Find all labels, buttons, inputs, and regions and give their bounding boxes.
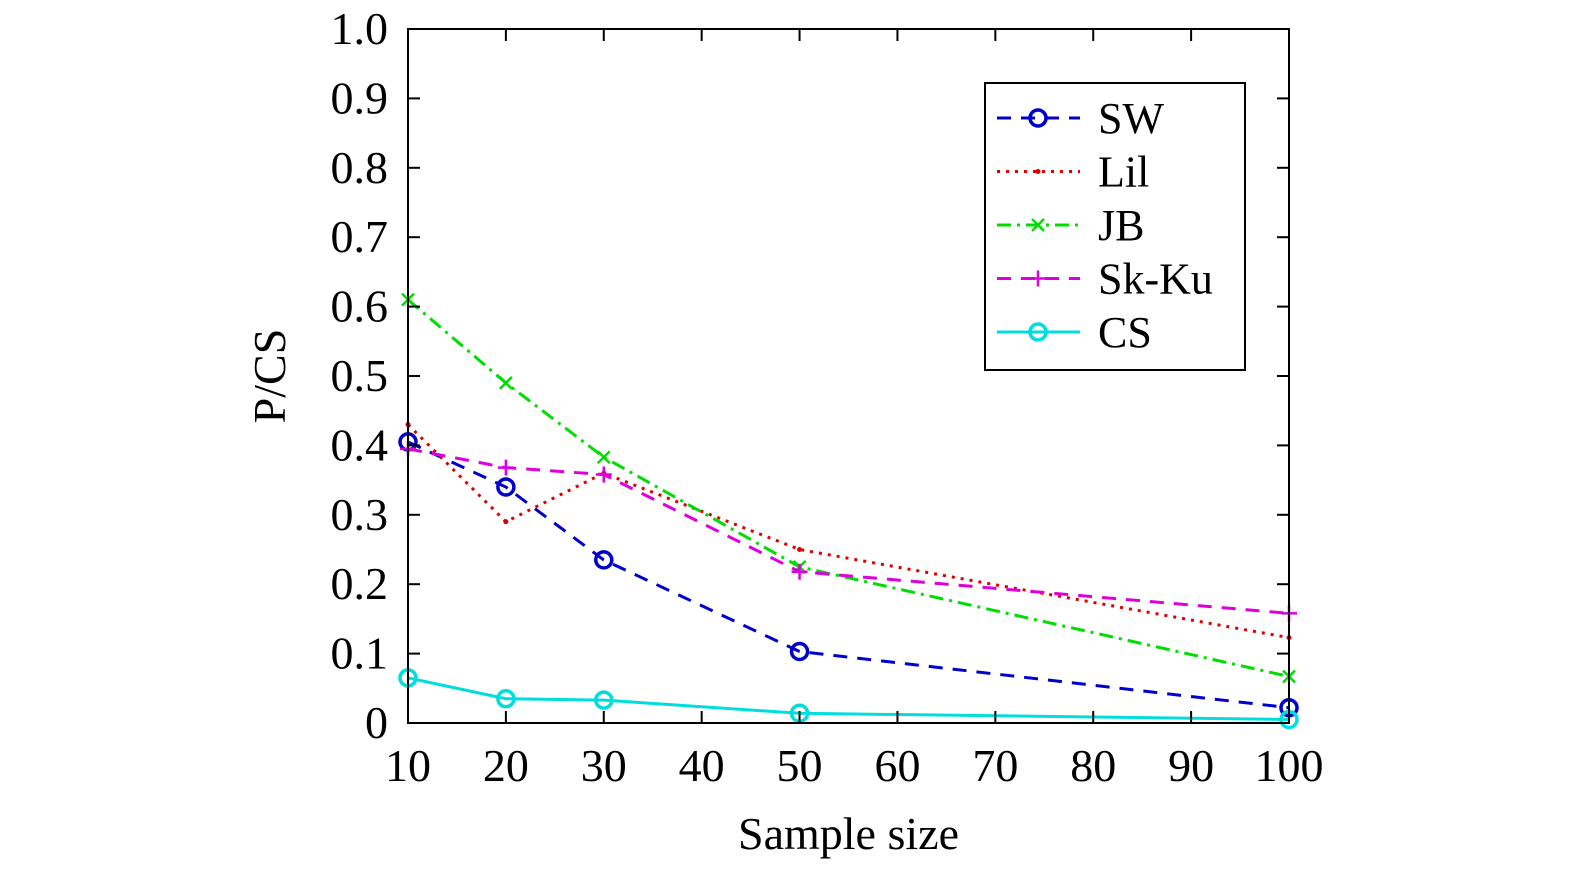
x-tick-label: 40 [679, 740, 725, 791]
series-sk-ku [400, 440, 1297, 622]
x-tick-label: 90 [1168, 740, 1214, 791]
axes: 10 20 30 40 50 60 70 80 90 100 0 0.1 0.2 0.3 0.4 0.5 0.6… [331, 3, 1324, 791]
data-point [791, 563, 808, 580]
legend-marker [1028, 108, 1048, 128]
x-tick-label: 100 [1255, 740, 1324, 791]
y-tick-label: 0 [365, 697, 388, 748]
data-point [496, 688, 516, 709]
legend-item: CS [997, 308, 1152, 357]
x-tick-label: 50 [777, 740, 823, 791]
y-axis-title: P/CS [244, 329, 295, 424]
y-tick-label: 0.5 [331, 350, 389, 401]
y-tick-label: 0.4 [331, 419, 389, 470]
x-tick-label: 20 [483, 740, 529, 791]
x-tick-label: 60 [874, 740, 920, 791]
y-tick-label: 1.0 [331, 3, 389, 54]
legend-item: SW [997, 94, 1164, 143]
data-point [594, 690, 614, 710]
series-lil [405, 422, 1292, 641]
legend-label: Sk-Ku [1098, 255, 1213, 304]
legend-item: JB [997, 201, 1144, 250]
data-point [789, 641, 810, 662]
legend-label: JB [1098, 201, 1144, 250]
data-point [797, 547, 803, 552]
series-cs [398, 668, 1299, 730]
data-point [595, 466, 612, 483]
series-line [407, 676, 1290, 722]
x-tick-label: 10 [385, 740, 431, 791]
data-point [503, 519, 509, 525]
series-sw [398, 432, 1299, 718]
series-line [407, 440, 1290, 710]
y-tick-label: 0.3 [331, 489, 389, 540]
legend-marker [1028, 322, 1048, 342]
data-point [497, 459, 514, 476]
legend-marker [1030, 270, 1046, 287]
y-tick-label: 0.1 [331, 628, 389, 679]
plot-area [398, 292, 1299, 730]
data-point [496, 477, 516, 497]
x-tick-label: 30 [581, 740, 627, 791]
y-tick-label: 0.7 [331, 211, 389, 262]
legend-label: SW [1098, 94, 1164, 143]
y-tick-label: 0.9 [331, 72, 389, 123]
series-line [406, 423, 1290, 640]
legend-item: Lil [997, 148, 1149, 197]
x-tick-label: 80 [1070, 740, 1116, 791]
data-point [499, 376, 513, 390]
data-point [594, 550, 614, 570]
x-tick-label: 70 [972, 740, 1018, 791]
legend-item: Sk-Ku [997, 255, 1213, 304]
y-tick-label: 0.8 [331, 142, 389, 193]
y-tick-label: 0.6 [331, 281, 389, 332]
legend-marker [1031, 218, 1045, 232]
x-axis-title: Sample size [738, 808, 959, 859]
legend-label: CS [1098, 308, 1152, 357]
legend-marker [1035, 169, 1041, 174]
series-line [407, 298, 1290, 678]
series-line [407, 447, 1290, 615]
legend-label: Lil [1098, 148, 1149, 197]
y-tick-label: 0.2 [331, 558, 389, 609]
data-point [596, 450, 611, 465]
